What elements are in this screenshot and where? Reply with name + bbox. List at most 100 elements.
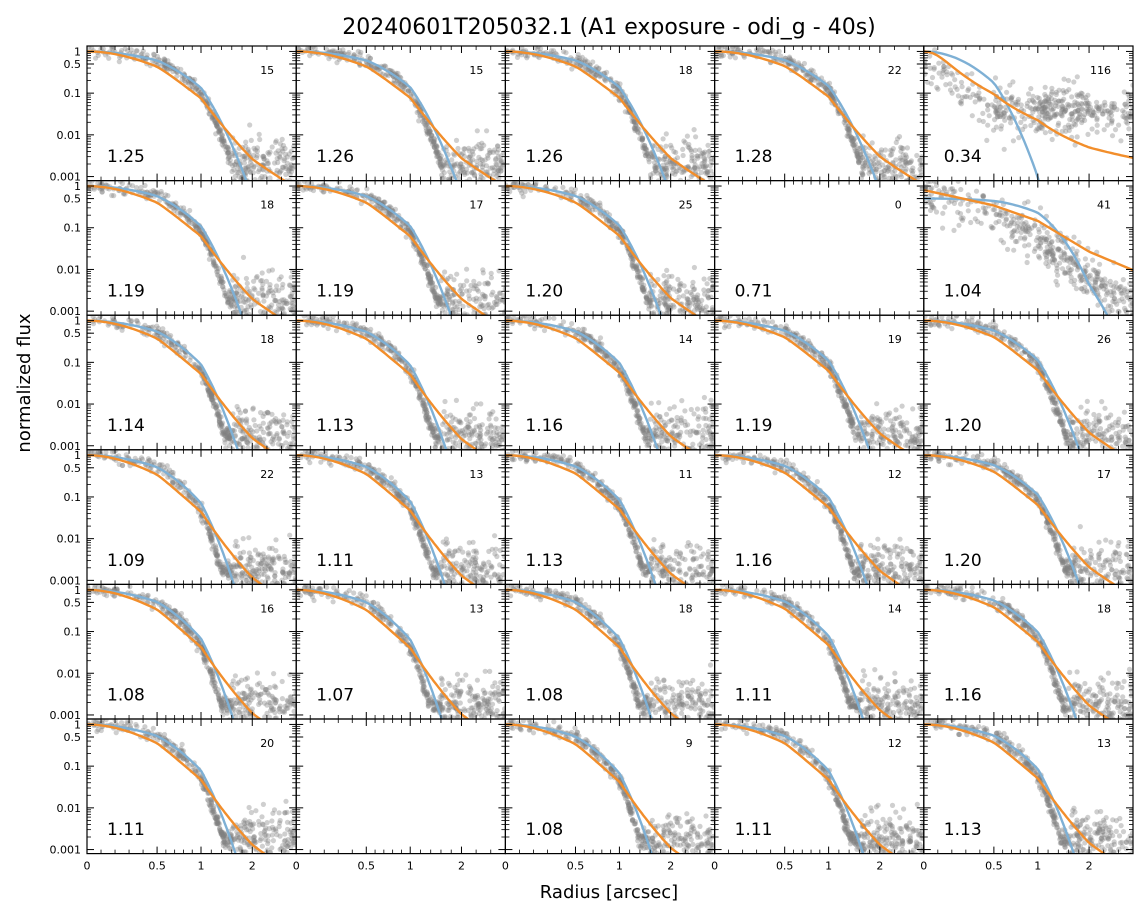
data-point — [818, 81, 824, 87]
data-point — [654, 165, 660, 171]
data-point — [494, 149, 500, 155]
data-point — [178, 66, 184, 72]
data-point — [854, 149, 860, 155]
data-point — [1116, 122, 1122, 128]
data-point — [1071, 79, 1077, 85]
data-point — [955, 180, 961, 184]
data-point — [697, 164, 703, 170]
data-point — [594, 64, 600, 70]
data-point — [956, 222, 962, 228]
data-point — [240, 254, 247, 260]
data-point — [948, 70, 954, 76]
data-point — [735, 47, 741, 53]
data-point — [433, 148, 439, 154]
data-point — [438, 164, 444, 171]
data-point — [406, 88, 412, 94]
data-point — [685, 178, 692, 181]
data-point — [194, 85, 200, 92]
data-point — [905, 160, 911, 166]
data-point — [587, 69, 593, 75]
data-point — [473, 283, 479, 289]
data-point — [648, 303, 655, 309]
data-point — [1042, 105, 1048, 111]
data-point — [846, 128, 852, 134]
data-point — [259, 173, 265, 180]
data-point — [235, 166, 241, 172]
data-point — [275, 159, 281, 166]
data-point — [265, 150, 271, 156]
data-point — [856, 160, 862, 166]
data-point — [277, 170, 283, 176]
data-point — [824, 87, 830, 93]
data-point — [1026, 242, 1032, 248]
data-point — [109, 192, 115, 199]
data-point — [878, 149, 884, 155]
data-point — [1073, 118, 1079, 124]
data-point — [287, 172, 293, 178]
data-point — [976, 90, 982, 96]
data-point — [1123, 307, 1129, 314]
data-point — [477, 177, 483, 181]
data-point — [106, 55, 112, 61]
data-point — [1045, 96, 1051, 102]
data-point — [698, 153, 704, 159]
data-point — [858, 175, 864, 181]
data-point — [641, 145, 647, 151]
data-point — [1056, 120, 1062, 126]
data-point — [1082, 117, 1088, 123]
data-point — [499, 165, 505, 171]
data-point — [457, 282, 463, 288]
data-point — [195, 88, 201, 94]
data-point — [291, 154, 297, 160]
data-point — [711, 154, 715, 160]
data-point — [951, 227, 957, 233]
data-point — [312, 46, 318, 51]
data-point — [1019, 113, 1025, 119]
data-point — [1075, 116, 1081, 122]
data-point — [851, 142, 857, 148]
data-point — [458, 161, 464, 167]
data-point — [525, 53, 531, 59]
fwhm-label: 1.26 — [525, 147, 563, 167]
data-point — [261, 298, 267, 304]
data-point — [660, 136, 666, 142]
y-tick-label: 0.01 — [57, 129, 82, 142]
data-point — [434, 144, 440, 150]
data-point — [181, 77, 187, 84]
data-point — [696, 147, 703, 153]
data-point — [500, 162, 506, 168]
data-point — [1075, 102, 1081, 108]
data-point — [1061, 90, 1067, 96]
data-point — [479, 157, 485, 163]
data-point — [952, 188, 958, 194]
data-point — [885, 168, 891, 174]
data-point — [477, 146, 483, 152]
data-point — [854, 151, 860, 157]
data-point — [1016, 135, 1022, 141]
data-point — [889, 175, 895, 181]
data-point — [116, 59, 122, 65]
data-point — [1127, 111, 1133, 117]
data-point — [474, 144, 480, 150]
fwhm-label: 0.34 — [944, 147, 982, 167]
data-point — [664, 167, 670, 173]
data-point — [424, 129, 430, 135]
data-point — [1022, 123, 1028, 129]
data-point — [908, 158, 915, 164]
data-point — [1048, 91, 1055, 97]
data-point — [660, 156, 667, 162]
data-point — [991, 127, 997, 133]
data-point — [703, 170, 709, 176]
data-point — [1018, 102, 1024, 108]
data-point — [849, 138, 855, 144]
data-point — [702, 149, 708, 155]
data-point — [438, 157, 444, 163]
data-point — [660, 162, 666, 168]
fwhm-label: 1.19 — [107, 282, 145, 302]
data-point — [483, 163, 489, 169]
data-point — [470, 151, 476, 157]
data-point — [139, 51, 145, 57]
data-point — [395, 81, 401, 87]
data-point — [457, 164, 463, 170]
data-point — [475, 288, 481, 294]
